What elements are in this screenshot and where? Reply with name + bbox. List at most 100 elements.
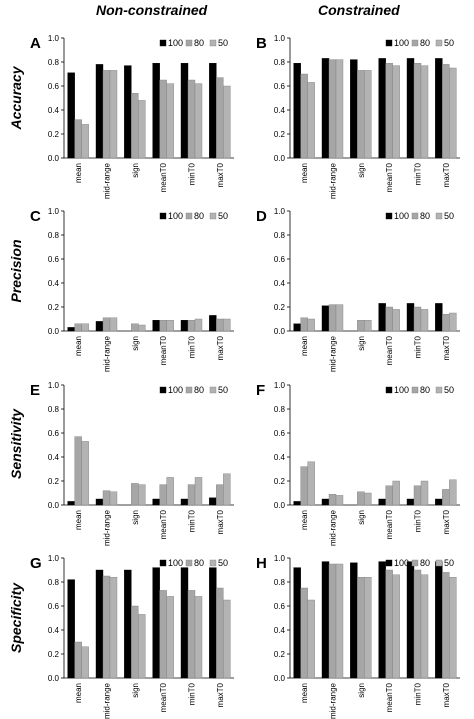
bar-h-meanT0-100 — [378, 561, 386, 679]
x-tick-label-g-2: sign — [131, 683, 140, 698]
bar-f-mid-range-100 — [321, 498, 330, 506]
bar-c-minT0-100 — [180, 320, 189, 332]
y-tick-label-e-3: 0.6 — [48, 429, 60, 438]
x-tick-label-g-3: meanT0 — [159, 682, 168, 712]
legend-swatch-g-50 — [209, 559, 217, 567]
y-tick-label-h-2: 0.4 — [274, 626, 286, 635]
x-tick-label-e-5: maxT0 — [216, 509, 225, 534]
legend-label-d-100: 100 — [394, 211, 409, 221]
x-tick-label-a-2: sign — [131, 163, 140, 178]
bar-d-minT0-80 — [413, 306, 422, 332]
legend-swatch-c-100 — [159, 212, 167, 220]
y-tick-label-b-5: 1.0 — [274, 34, 286, 43]
bar-f-sign-50 — [364, 492, 372, 506]
legend-label-c-80: 80 — [194, 211, 204, 221]
bar-c-meanT0-80 — [159, 320, 167, 332]
bar-g-sign-80 — [131, 605, 139, 679]
y-tick-label-e-2: 0.4 — [48, 453, 60, 462]
bar-c-maxT0-50 — [223, 318, 231, 332]
column-title-non-constrained: Non-constrained — [96, 2, 208, 18]
bar-f-maxT0-50 — [449, 479, 457, 506]
y-tick-label-d-0: 0.0 — [274, 327, 286, 336]
bar-a-mid-range-50 — [109, 70, 118, 159]
legend-label-e-80: 80 — [194, 385, 204, 395]
legend-label-e-50: 50 — [218, 385, 228, 395]
bar-f-minT0-100 — [406, 498, 415, 506]
bar-a-maxT0-100 — [209, 63, 217, 159]
bar-h-minT0-100 — [406, 561, 415, 679]
legend-label-a-80: 80 — [194, 38, 204, 48]
bar-h-sign-100 — [350, 562, 358, 679]
y-tick-label-b-1: 0.2 — [274, 130, 286, 139]
bar-e-minT0-50 — [194, 477, 203, 506]
y-tick-label-f-3: 0.6 — [274, 429, 286, 438]
bar-h-maxT0-100 — [435, 561, 443, 679]
y-tick-label-a-2: 0.4 — [48, 106, 60, 115]
bar-f-meanT0-100 — [378, 498, 386, 506]
bar-a-mean-50 — [81, 124, 89, 159]
x-tick-label-c-3: meanT0 — [159, 335, 168, 365]
y-tick-label-d-4: 0.8 — [274, 231, 286, 240]
y-tick-label-f-0: 0.0 — [274, 501, 286, 510]
x-tick-label-e-2: sign — [131, 510, 140, 525]
y-tick-label-b-2: 0.4 — [274, 106, 286, 115]
bar-h-mean-100 — [293, 567, 301, 679]
bar-f-meanT0-50 — [392, 480, 400, 506]
bar-a-maxT0-50 — [223, 85, 231, 159]
bar-g-maxT0-100 — [209, 567, 217, 679]
x-tick-label-h-4: minT0 — [414, 682, 423, 705]
bar-e-meanT0-80 — [159, 484, 167, 506]
bar-e-maxT0-50 — [223, 473, 231, 506]
legend-label-h-80: 80 — [420, 558, 430, 568]
bar-f-mid-range-80 — [328, 494, 337, 506]
panel-letter-h: H — [256, 555, 267, 572]
legend-label-h-50: 50 — [444, 558, 454, 568]
bar-g-minT0-50 — [194, 596, 203, 679]
legend-swatch-e-80 — [185, 386, 193, 394]
bar-e-mean-100 — [67, 501, 75, 506]
y-tick-label-e-0: 0.0 — [48, 501, 60, 510]
bar-d-mean-100 — [293, 323, 301, 332]
panel-letter-a: A — [30, 35, 41, 52]
bar-d-maxT0-100 — [435, 303, 443, 332]
legend-swatch-a-100 — [159, 39, 167, 47]
y-tick-label-h-5: 1.0 — [274, 554, 286, 563]
legend-label-d-80: 80 — [420, 211, 430, 221]
bar-h-meanT0-80 — [385, 569, 393, 679]
legend-swatch-a-80 — [185, 39, 193, 47]
bar-g-mid-range-80 — [102, 575, 111, 679]
legend-swatch-g-80 — [185, 559, 193, 567]
bar-a-sign-100 — [124, 65, 132, 159]
y-tick-label-f-5: 1.0 — [274, 381, 286, 390]
legend-swatch-f-50 — [435, 386, 443, 394]
y-tick-label-d-2: 0.4 — [274, 279, 286, 288]
legend-label-b-80: 80 — [420, 38, 430, 48]
panel-e: E 0.0 0.2 0.4 0.6 0.8 1.0 mean mid-range sign mean… — [30, 381, 234, 546]
bar-e-mid-range-80 — [102, 490, 111, 506]
x-tick-label-b-1: mid-range — [329, 162, 338, 199]
bar-a-minT0-50 — [194, 83, 203, 159]
y-tick-label-c-3: 0.6 — [48, 255, 60, 264]
y-tick-label-c-1: 0.2 — [48, 303, 60, 312]
bar-h-sign-50 — [364, 577, 372, 679]
legend-label-c-100: 100 — [168, 211, 183, 221]
x-tick-label-c-1: mid-range — [103, 335, 112, 372]
panel-letter-g: G — [30, 555, 42, 572]
x-tick-label-f-0: mean — [300, 510, 309, 530]
bar-g-sign-100 — [124, 569, 132, 679]
bar-b-mid-range-100 — [321, 58, 330, 159]
legend-swatch-d-50 — [435, 212, 443, 220]
x-tick-label-f-4: minT0 — [414, 509, 423, 532]
bar-c-mean-50 — [81, 323, 89, 332]
bar-b-maxT0-50 — [449, 67, 457, 159]
bar-c-sign-50 — [138, 324, 146, 332]
bar-f-mean-80 — [300, 466, 308, 506]
legend-swatch-c-50 — [209, 212, 217, 220]
legend-swatch-a-50 — [209, 39, 217, 47]
bar-g-mid-range-100 — [95, 569, 104, 679]
x-tick-label-b-0: mean — [300, 163, 309, 183]
x-tick-label-c-5: maxT0 — [216, 335, 225, 360]
bar-g-mean-100 — [67, 579, 75, 679]
x-tick-label-g-4: minT0 — [188, 682, 197, 705]
